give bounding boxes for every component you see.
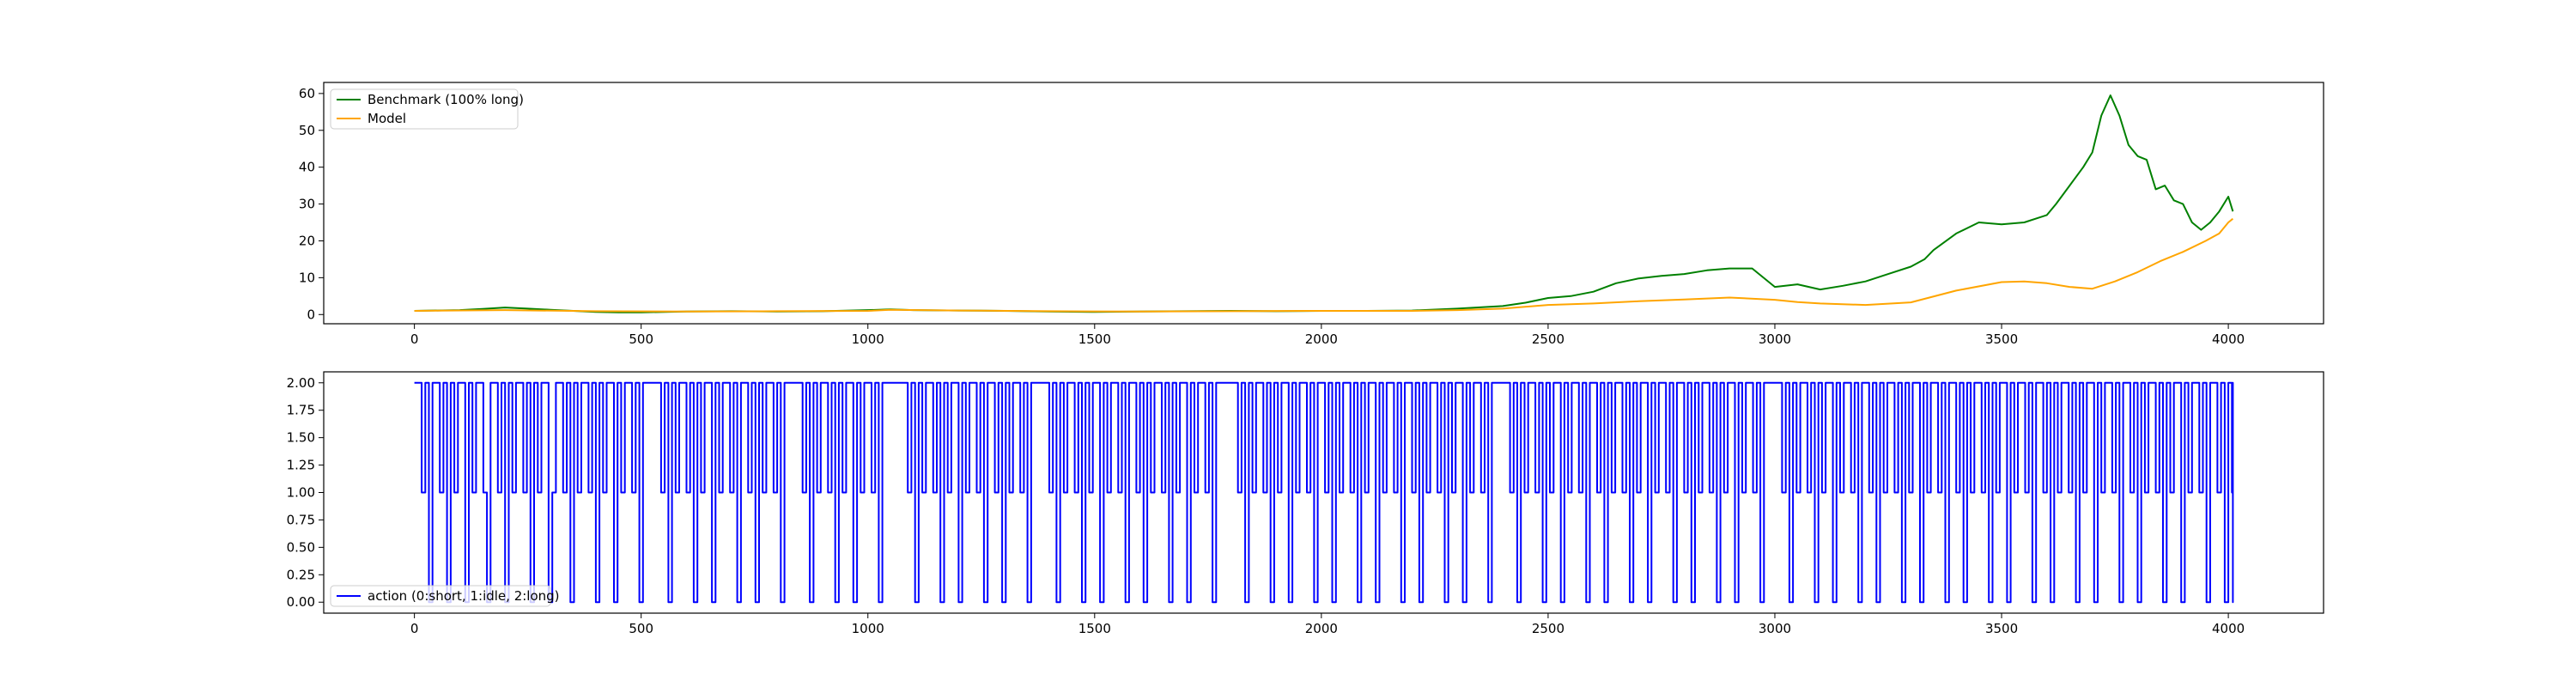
top-x-ticks: 0 500 1000 1500 2000 2500 3000 3500 4000 [410, 324, 2245, 347]
bottom-y-tick-label: 1.75 [287, 403, 315, 418]
top-axes-frame [323, 82, 2324, 325]
top-y-tick-label: 40 [299, 160, 315, 175]
bottom-x-tick-label: 1000 [852, 621, 884, 636]
top-axes: 0 500 1000 1500 2000 2500 3000 3500 4000 0 10 20 30… [299, 82, 2324, 347]
bottom-y-ticks: 0.00 0.25 0.50 0.75 1.00 1.25 1.50 1.75 2.00 [287, 375, 324, 610]
bottom-y-tick-label: 0.00 [287, 594, 315, 610]
bottom-y-tick-label: 2.00 [287, 375, 315, 391]
top-x-tick-label: 3000 [1759, 331, 1791, 347]
bottom-y-tick-label: 0.75 [287, 512, 315, 527]
bottom-legend: action (0:short, 1:idle, 2:long) [330, 585, 560, 607]
bottom-x-tick-label: 2000 [1305, 621, 1338, 636]
bottom-x-tick-label: 0 [410, 621, 419, 636]
top-x-tick-label: 3500 [1985, 331, 2018, 347]
bottom-y-tick-label: 1.50 [287, 430, 315, 446]
top-x-tick-label: 2000 [1305, 331, 1338, 347]
bottom-series-line-0 [414, 381, 2234, 604]
top-x-tick-label: 2500 [1532, 331, 1564, 347]
top-y-ticks: 0 10 20 30 40 50 60 [299, 86, 324, 322]
top-y-tick-label: 50 [299, 123, 315, 138]
legend-label-model: Model [368, 111, 406, 126]
top-legend: Benchmark (100% long) Model [330, 88, 524, 130]
bottom-y-tick-label: 0.50 [287, 539, 315, 555]
legend-label-benchmark: Benchmark (100% long) [368, 92, 524, 107]
top-plot-lines [414, 94, 2234, 313]
bottom-y-tick-label: 1.00 [287, 485, 315, 501]
bottom-x-tick-label: 3500 [1985, 621, 2018, 636]
bottom-plot-lines [414, 381, 2234, 604]
top-y-tick-label: 20 [299, 233, 315, 248]
top-y-tick-label: 60 [299, 86, 315, 101]
bottom-axes: 0 500 1000 1500 2000 2500 3000 3500 4000 0.00 0.2… [287, 371, 2324, 636]
top-x-tick-label: 4000 [2212, 331, 2245, 347]
top-legend-box [330, 88, 519, 130]
top-x-tick-label: 1000 [852, 331, 884, 347]
bottom-x-tick-label: 3000 [1759, 621, 1791, 636]
legend-label-action: action (0:short, 1:idle, 2:long) [368, 588, 560, 604]
bottom-x-tick-label: 4000 [2212, 621, 2245, 636]
bottom-y-tick-label: 1.25 [287, 458, 315, 473]
bottom-y-tick-label: 0.25 [287, 567, 315, 582]
top-x-tick-label: 0 [410, 331, 419, 347]
top-x-tick-label: 500 [629, 331, 653, 347]
bottom-x-tick-label: 1500 [1078, 621, 1111, 636]
bottom-x-tick-label: 2500 [1532, 621, 1564, 636]
top-y-tick-label: 30 [299, 197, 315, 212]
bottom-x-ticks: 0 500 1000 1500 2000 2500 3000 3500 4000 [410, 613, 2245, 636]
bottom-x-tick-label: 500 [629, 621, 653, 636]
top-series-line-1 [414, 217, 2234, 313]
top-x-tick-label: 1500 [1078, 331, 1111, 347]
top-y-tick-label: 10 [299, 270, 315, 285]
top-y-tick-label: 0 [307, 307, 315, 322]
bottom-legend-box [330, 585, 551, 607]
